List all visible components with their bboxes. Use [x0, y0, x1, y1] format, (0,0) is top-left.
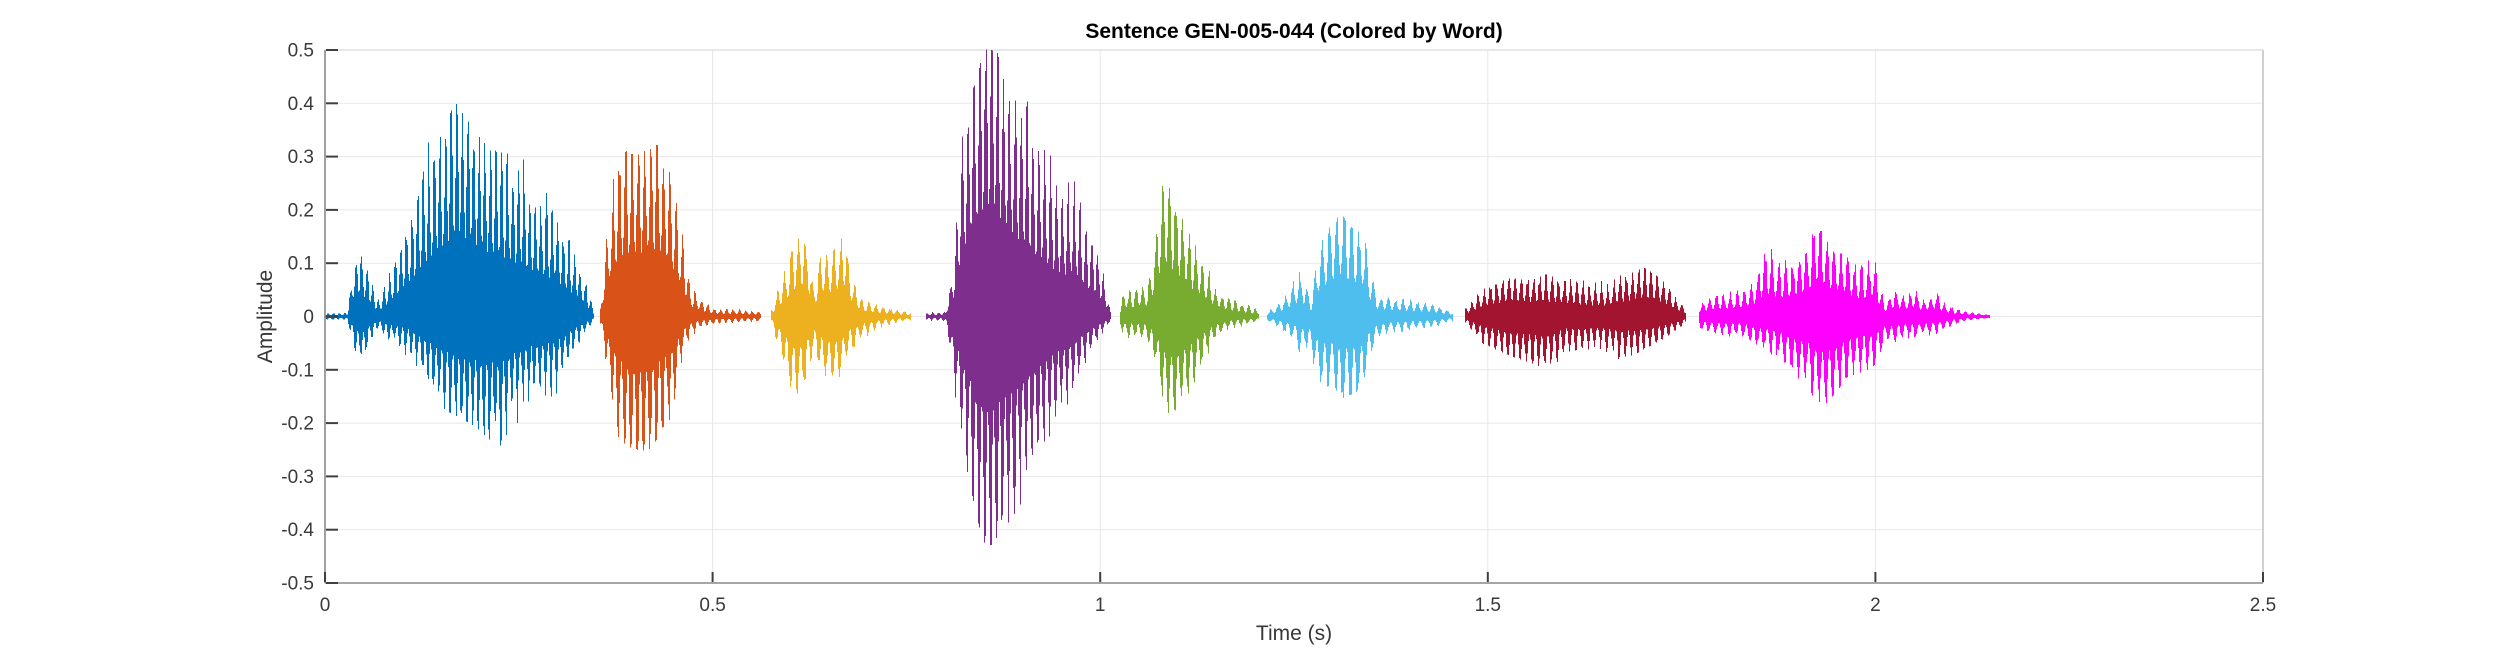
y-tick-label: -0.1 [281, 360, 314, 381]
y-tick-label: 0.2 [288, 200, 314, 221]
axis-layer [324, 49, 2264, 584]
y-axis-label: Amplitude [254, 270, 277, 363]
y-tick-label: 0.1 [288, 254, 314, 275]
waveform-word-segment-5 [1120, 185, 1259, 413]
y-tick-label: 0 [303, 307, 314, 328]
y-tick-label: 0.3 [288, 147, 314, 168]
waveform-word-segment-8 [1699, 230, 1990, 403]
waveform-word-segment-4 [926, 49, 1111, 546]
waveform-layer [325, 49, 1990, 546]
tick-label-layer: -0.5 -0.4 -0.3 -0.2 -0.1 0 0.1 0.2 0.3 0.4 0.5 0 0.5… [281, 41, 2276, 617]
x-tick-label: 1.5 [1475, 595, 1501, 616]
waveform-word-segment-3 [771, 238, 911, 394]
waveform-word-segment-7 [1465, 267, 1686, 367]
y-tick-label: 0.4 [288, 94, 315, 115]
y-tick-label: -0.3 [281, 467, 314, 488]
chart-title: Sentence GEN-005-044 (Colored by Word) [1085, 20, 1502, 43]
y-tick-label: -0.4 [281, 520, 314, 541]
y-tick-label: -0.5 [281, 574, 314, 595]
plot-box [325, 49, 2264, 583]
x-tick-label: 0.5 [699, 595, 725, 616]
x-tick-label: 2 [1870, 595, 1881, 616]
x-tick-label: 1 [1095, 595, 1106, 616]
y-tick-label: -0.2 [281, 414, 314, 435]
y-tick-label: 0.5 [288, 41, 314, 62]
x-tick-label: 2.5 [2250, 595, 2276, 616]
x-axis-label: Time (s) [1256, 622, 1332, 645]
x-tick-label: 0 [320, 595, 331, 616]
waveform-word-segment-6 [1267, 216, 1453, 398]
waveform-word-segment-2 [600, 145, 761, 451]
